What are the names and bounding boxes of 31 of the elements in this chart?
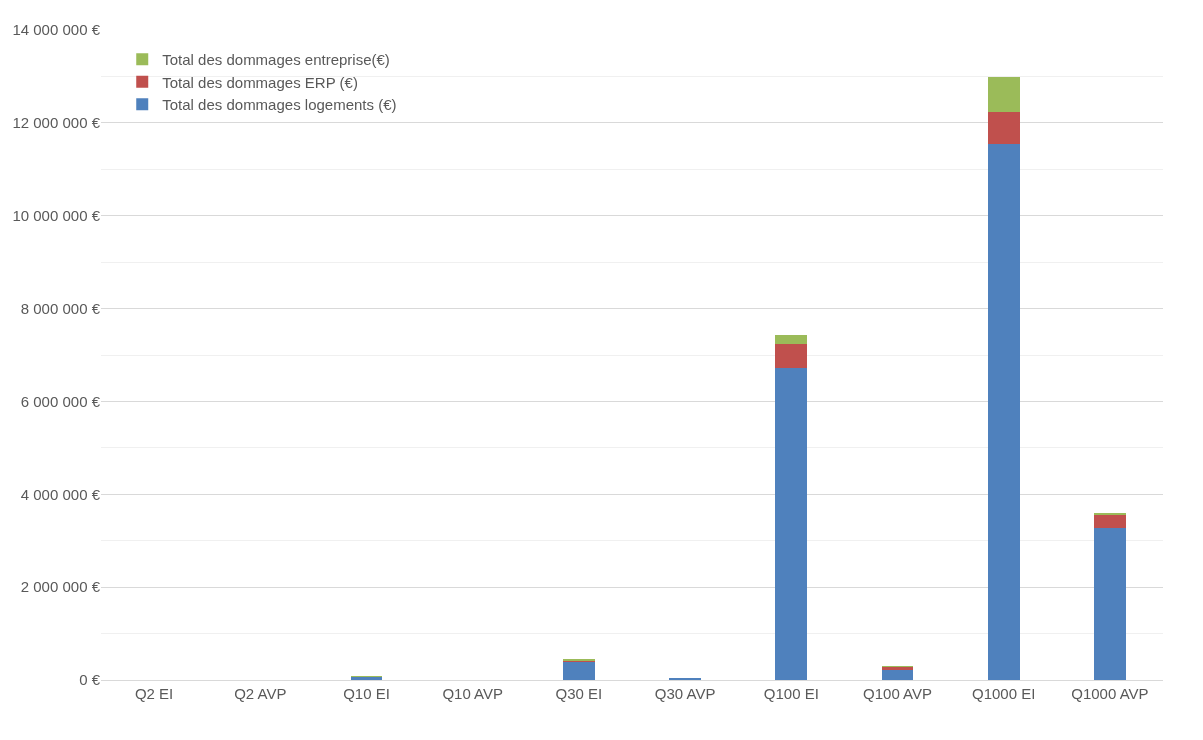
x-tick-label: Q2 AVP [234, 685, 287, 702]
y-tick-label: 0 € [79, 671, 101, 689]
y-tick-label: 14 000 000 € [12, 21, 101, 39]
x-tick-label: Q30 AVP [654, 685, 716, 702]
bar [987, 77, 1020, 112]
x-tick-label: Q100 AVP [863, 685, 932, 702]
x-tick-label: Q2 EI [134, 685, 174, 702]
x-tick-label: Q100 EI [763, 685, 819, 702]
y-tick-label: 6 000 000 € [20, 392, 101, 410]
legend-label: Total des dommages logements (€) [162, 96, 397, 114]
x-tick-label: Q30 EI [555, 685, 603, 702]
y-tick-label: 2 000 000 € [20, 578, 101, 596]
y-tick-label: 10 000 000 € [12, 206, 101, 224]
bar [775, 344, 808, 368]
bar [987, 111, 1020, 145]
bar [562, 661, 595, 680]
bar [987, 144, 1020, 680]
legend-label: Total des dommages ERP (€) [162, 73, 358, 91]
x-tick-label: Q1000 EI [972, 685, 1036, 702]
x-tick-label: Q1000 AVP [1071, 685, 1149, 702]
legend-label: Total des dommages entreprise(€) [162, 51, 390, 69]
y-tick-label: 8 000 000 € [20, 299, 101, 317]
bar [1093, 514, 1126, 529]
y-tick-label: 12 000 000 € [12, 114, 101, 132]
x-tick-label: Q10 AVP [442, 685, 503, 702]
y-tick-label: 4 000 000 € [20, 485, 101, 503]
bar [775, 334, 808, 345]
bar [881, 670, 914, 680]
bar [775, 367, 808, 680]
x-tick-label: Q10 EI [343, 685, 390, 702]
bar [1093, 528, 1126, 680]
